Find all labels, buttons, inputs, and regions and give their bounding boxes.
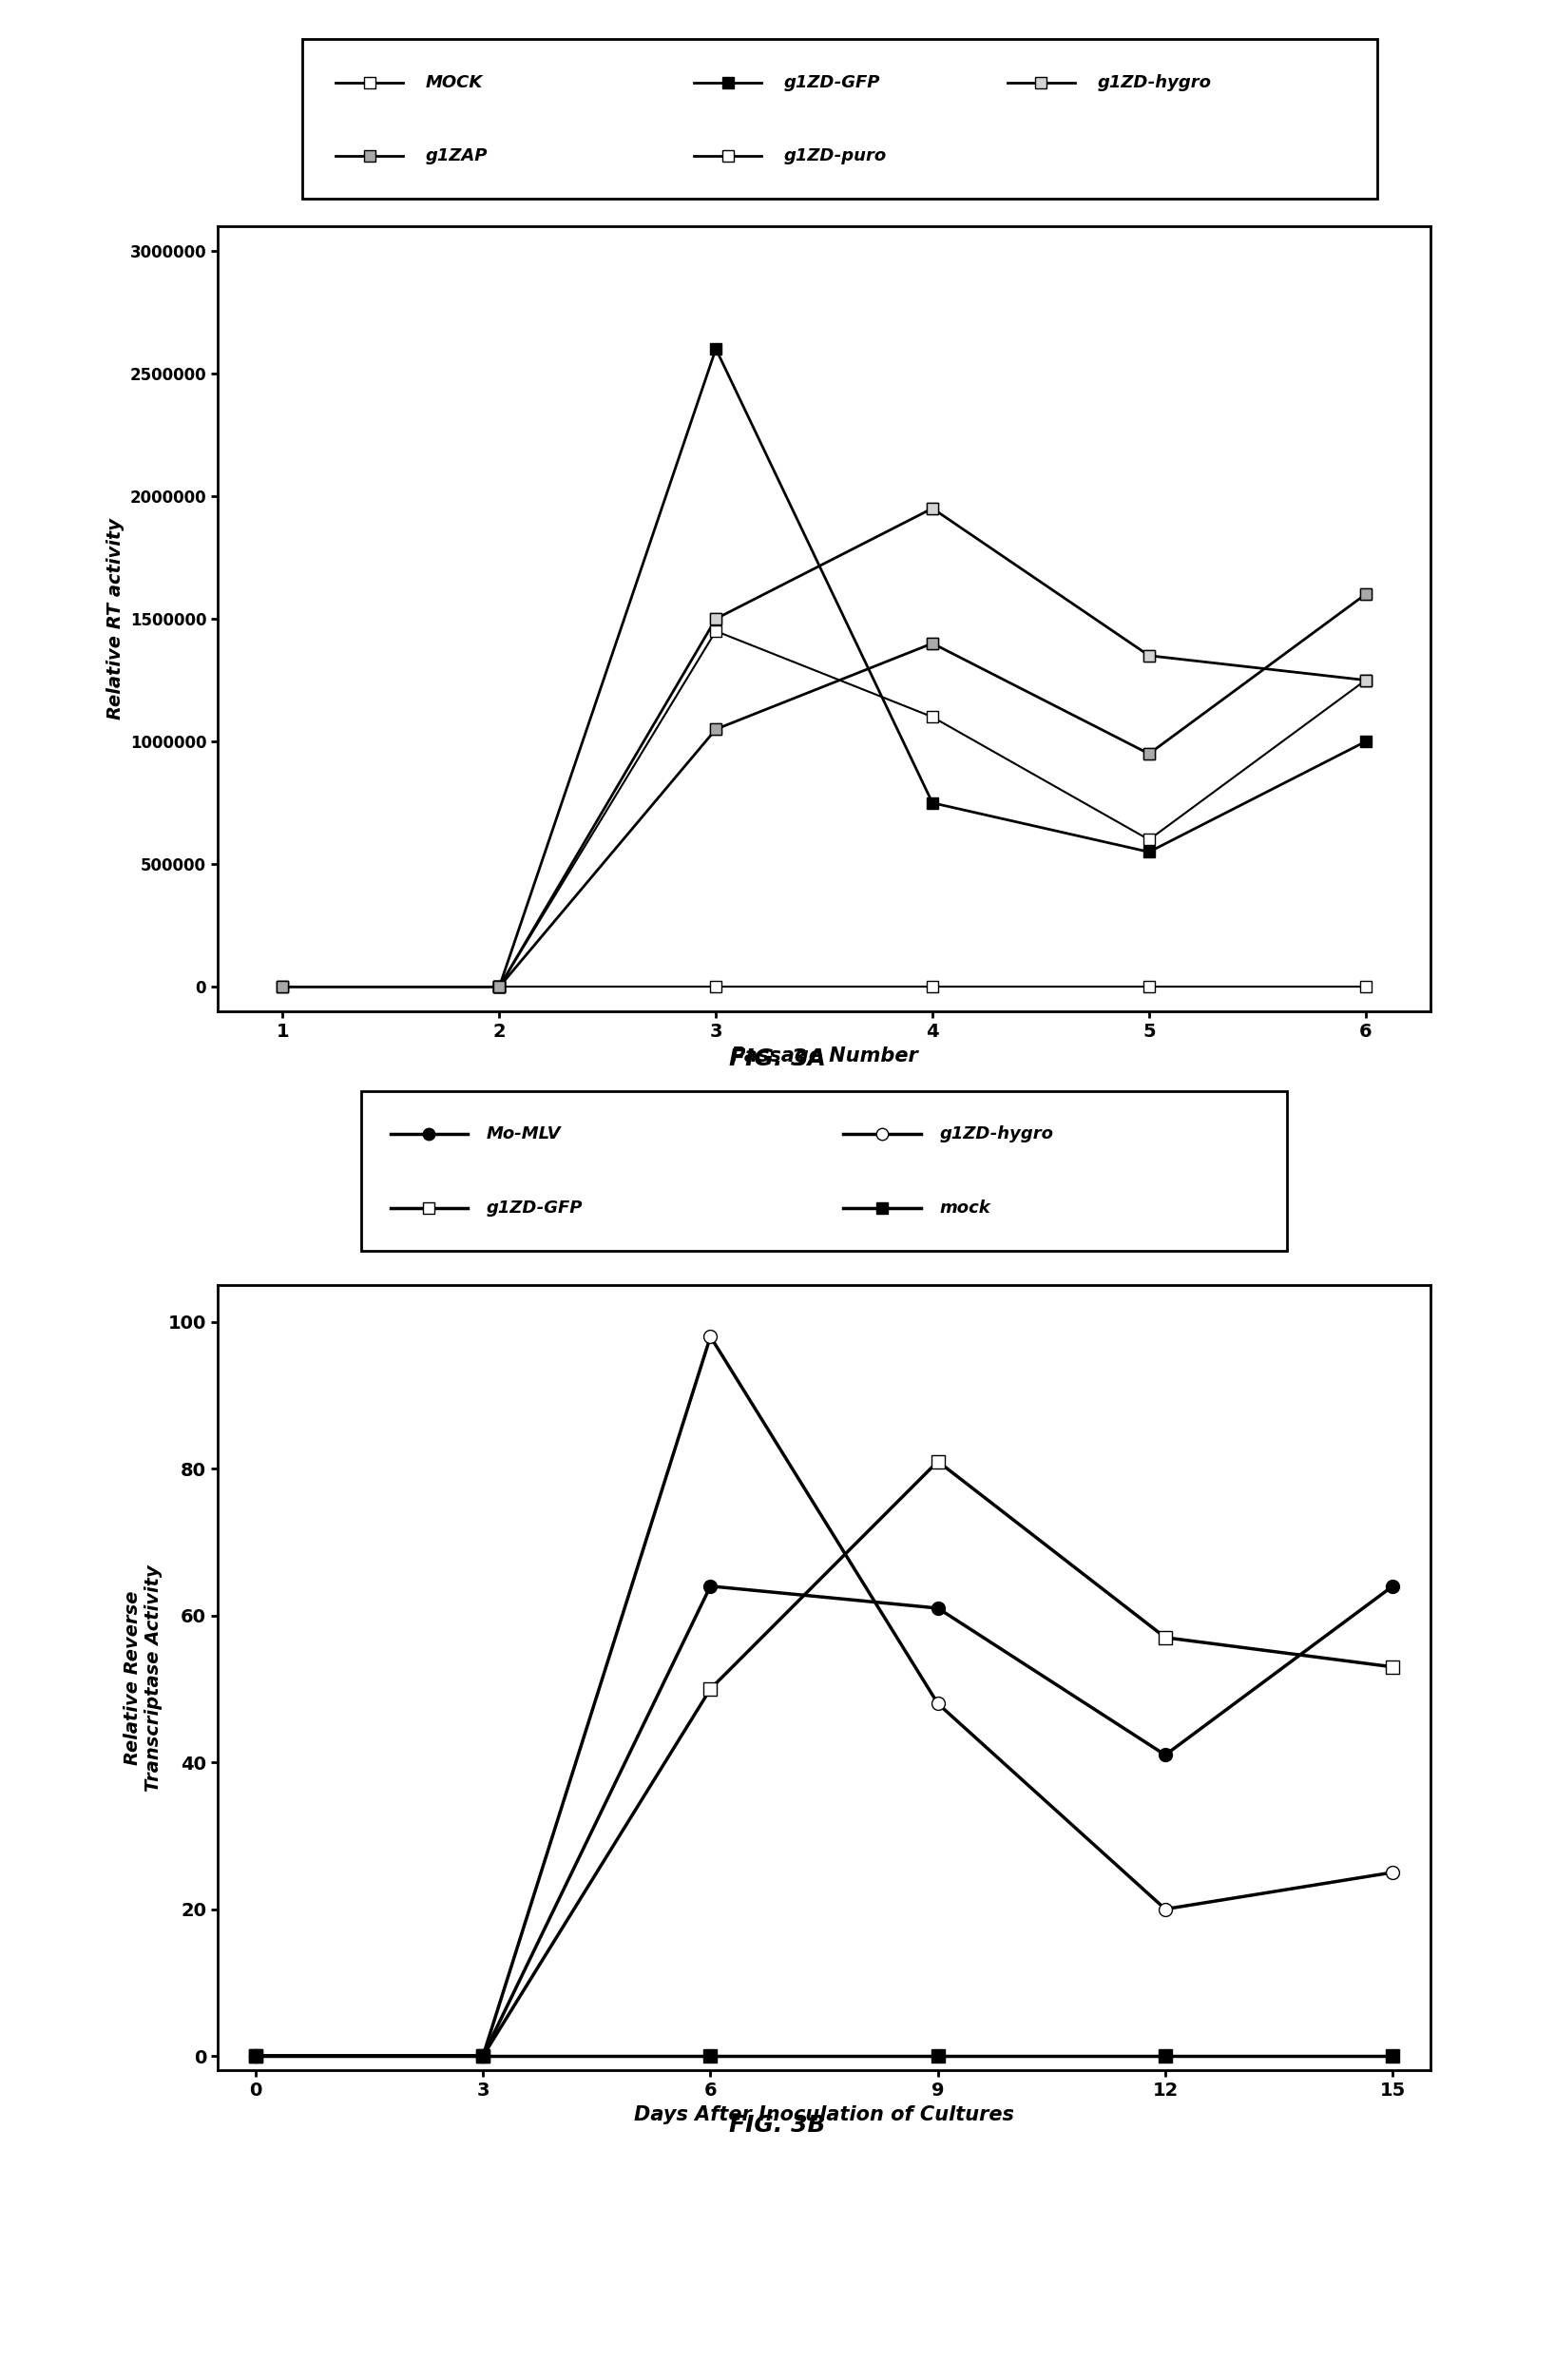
g1ZD-hygro bbox=[1140, 640, 1158, 669]
g1ZD-hygro bbox=[1155, 1894, 1174, 1923]
FancyBboxPatch shape bbox=[361, 1090, 1288, 1252]
Mo-MLV bbox=[1384, 1571, 1403, 1599]
g1ZD-GFP bbox=[706, 336, 725, 364]
g1ZD-hygro bbox=[490, 973, 508, 1002]
Mo-MLV bbox=[701, 1571, 720, 1599]
g1ZD-puro bbox=[490, 973, 508, 1002]
FancyBboxPatch shape bbox=[302, 38, 1378, 200]
Text: g1ZD-GFP: g1ZD-GFP bbox=[487, 1200, 583, 1216]
MOCK bbox=[490, 973, 508, 1002]
Y-axis label: Relative RT activity: Relative RT activity bbox=[106, 519, 124, 719]
g1ZD-hygro bbox=[1356, 666, 1375, 695]
g1ZAP bbox=[706, 714, 725, 743]
Line: g1ZD-GFP: g1ZD-GFP bbox=[493, 343, 1372, 992]
Text: mock: mock bbox=[939, 1200, 991, 1216]
mock bbox=[1384, 2042, 1403, 2071]
mock bbox=[246, 2042, 264, 2071]
MOCK bbox=[706, 973, 725, 1002]
g1ZD-GFP bbox=[928, 1447, 947, 1476]
X-axis label: Days After Inoculation of Cultures: Days After Inoculation of Cultures bbox=[634, 2106, 1014, 2125]
Line: mock: mock bbox=[249, 2049, 1400, 2063]
mock bbox=[1155, 2042, 1174, 2071]
mock bbox=[474, 2042, 493, 2071]
Y-axis label: Relative Reverse
Transcriptase Activity: Relative Reverse Transcriptase Activity bbox=[124, 1564, 163, 1792]
g1ZAP bbox=[924, 628, 942, 657]
X-axis label: Passage Number: Passage Number bbox=[731, 1047, 917, 1066]
g1ZD-GFP bbox=[924, 788, 942, 816]
g1ZD-puro bbox=[1140, 826, 1158, 854]
g1ZAP bbox=[274, 973, 292, 1002]
Mo-MLV bbox=[1155, 1740, 1174, 1768]
g1ZD-puro bbox=[924, 702, 942, 731]
g1ZAP bbox=[1140, 740, 1158, 769]
Line: MOCK: MOCK bbox=[277, 981, 1372, 992]
MOCK bbox=[1140, 973, 1158, 1002]
Text: FIG. 3A: FIG. 3A bbox=[729, 1047, 826, 1071]
MOCK bbox=[1356, 973, 1375, 1002]
MOCK bbox=[924, 973, 942, 1002]
Text: g1ZD-hygro: g1ZD-hygro bbox=[939, 1126, 1054, 1142]
g1ZD-hygro bbox=[924, 495, 942, 524]
Mo-MLV bbox=[246, 2042, 264, 2071]
Text: g1ZAP: g1ZAP bbox=[426, 148, 488, 164]
g1ZD-GFP bbox=[474, 2042, 493, 2071]
Text: Mo-MLV: Mo-MLV bbox=[487, 1126, 561, 1142]
g1ZD-GFP bbox=[1155, 1623, 1174, 1652]
MOCK bbox=[274, 973, 292, 1002]
g1ZD-GFP bbox=[701, 1676, 720, 1704]
g1ZD-GFP bbox=[490, 973, 508, 1002]
g1ZD-GFP bbox=[1140, 838, 1158, 866]
Line: g1ZAP: g1ZAP bbox=[277, 588, 1372, 992]
g1ZD-hygro bbox=[701, 1323, 720, 1352]
Line: g1ZD-puro: g1ZD-puro bbox=[494, 626, 1372, 992]
Line: g1ZD-GFP: g1ZD-GFP bbox=[249, 1454, 1400, 2063]
Text: g1ZD-puro: g1ZD-puro bbox=[784, 148, 886, 164]
Line: Mo-MLV: Mo-MLV bbox=[249, 1580, 1400, 2063]
Text: MOCK: MOCK bbox=[426, 74, 484, 90]
g1ZD-GFP bbox=[1384, 1652, 1403, 1680]
g1ZD-hygro bbox=[928, 1690, 947, 1718]
g1ZD-puro bbox=[1356, 666, 1375, 695]
Line: g1ZD-hygro: g1ZD-hygro bbox=[493, 502, 1372, 992]
Mo-MLV bbox=[928, 1595, 947, 1623]
g1ZD-hygro bbox=[1384, 1859, 1403, 1887]
Text: FIG. 3B: FIG. 3B bbox=[729, 2113, 826, 2137]
g1ZD-GFP bbox=[246, 2042, 264, 2071]
mock bbox=[928, 2042, 947, 2071]
g1ZD-puro bbox=[706, 616, 725, 645]
Text: g1ZD-GFP: g1ZD-GFP bbox=[784, 74, 880, 90]
Line: g1ZD-hygro: g1ZD-hygro bbox=[249, 1330, 1400, 2063]
g1ZD-GFP bbox=[1356, 728, 1375, 757]
g1ZD-hygro bbox=[246, 2042, 264, 2071]
g1ZD-hygro bbox=[706, 605, 725, 633]
g1ZAP bbox=[1356, 581, 1375, 609]
g1ZD-hygro bbox=[474, 2042, 493, 2071]
Mo-MLV bbox=[474, 2042, 493, 2071]
g1ZAP bbox=[490, 973, 508, 1002]
mock bbox=[701, 2042, 720, 2071]
Text: g1ZD-hygro: g1ZD-hygro bbox=[1098, 74, 1211, 90]
